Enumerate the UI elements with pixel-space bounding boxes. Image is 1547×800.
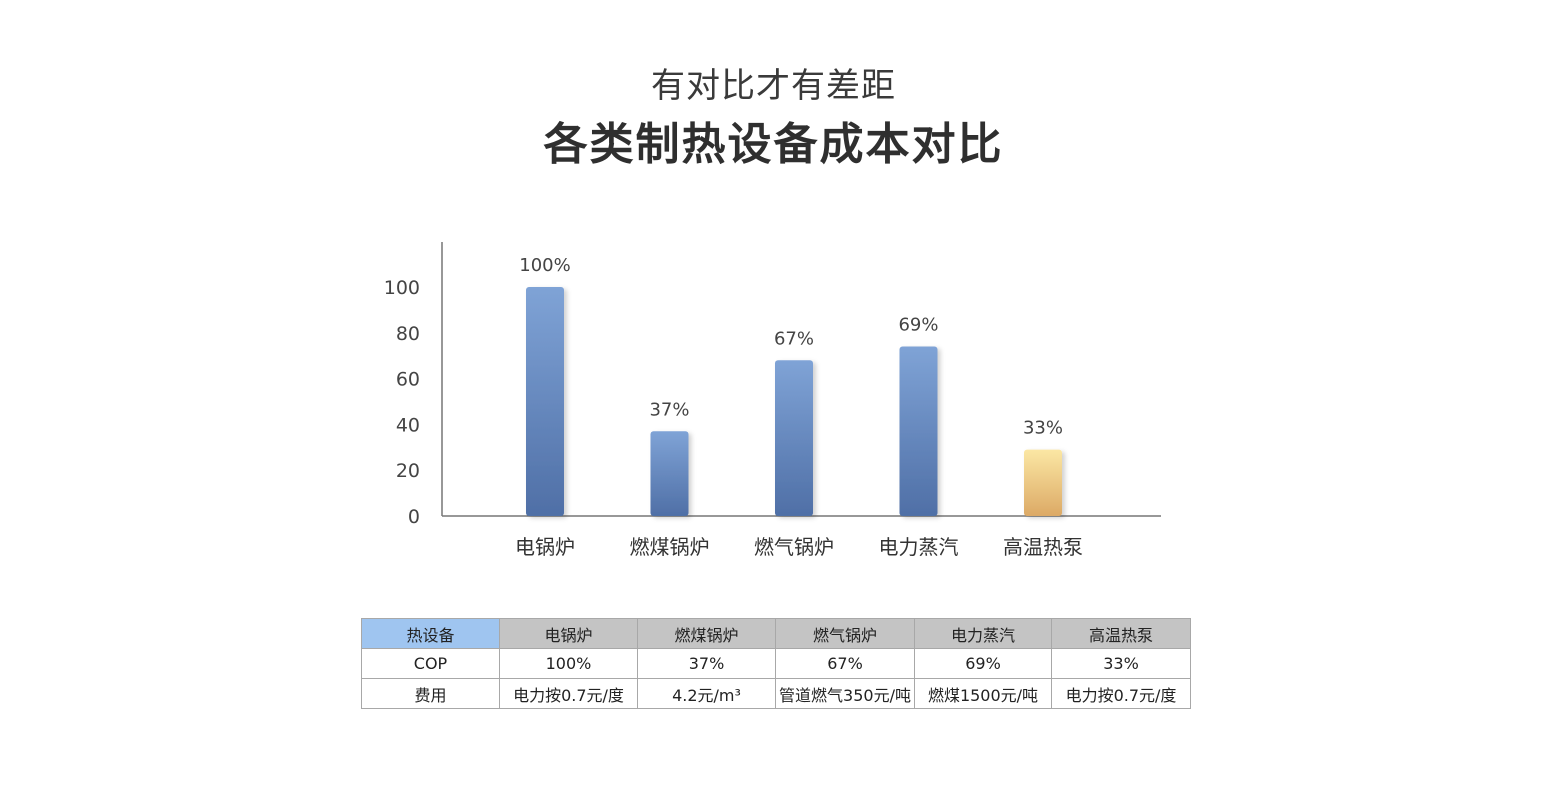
data-label: 69% [898, 315, 938, 336]
page-title: 各类制热设备成本对比 [543, 119, 1004, 170]
y-tick-label: 80 [396, 323, 420, 345]
table-row: COP 100% 37% 67% 69% 33% [361, 648, 1191, 679]
bar [775, 360, 813, 516]
table-header-cell: 电锅炉 [499, 618, 638, 649]
bar [526, 287, 564, 516]
table-row: 费用 电力按0.7元/度 4.2元/m³ 管道燃气350元/吨 燃煤1500元/… [361, 678, 1191, 709]
y-tick-label: 0 [408, 506, 420, 528]
data-label: 100% [519, 255, 570, 276]
table-cell: 67% [775, 648, 915, 679]
cost-bar-chart: 0 20 40 60 80 100 100% 电锅炉 37% 燃煤锅炉 67% 燃气锅炉 69% 电力蒸… [384, 242, 1161, 559]
x-tick-label: 燃气锅炉 [754, 535, 834, 559]
data-label: 67% [774, 328, 814, 349]
table-cell: 管道燃气350元/吨 [775, 678, 915, 709]
table-cell: COP [361, 648, 500, 679]
table-cell: 33% [1051, 648, 1191, 679]
table-cell: 电力按0.7元/度 [499, 678, 638, 709]
x-tick-label: 燃煤锅炉 [630, 535, 710, 559]
y-tick-label: 100 [384, 277, 420, 299]
table-cell: 电力按0.7元/度 [1051, 678, 1191, 709]
table-header-cell: 热设备 [361, 618, 500, 649]
table-cell: 费用 [361, 678, 500, 709]
bar [899, 346, 938, 516]
y-tick-label: 60 [396, 369, 420, 391]
table-cell: 69% [914, 648, 1052, 679]
bar [650, 431, 689, 516]
table-cell: 37% [637, 648, 776, 679]
x-tick-label: 高温热泵 [1003, 535, 1083, 559]
y-tick-label: 20 [396, 460, 420, 482]
table-header-row: 热设备 电锅炉 燃煤锅炉 燃气锅炉 电力蒸汽 高温热泵 [361, 618, 1191, 649]
table-header-cell: 高温热泵 [1051, 618, 1191, 649]
data-label: 33% [1023, 418, 1063, 439]
cost-comparison-table: 热设备 电锅炉 燃煤锅炉 燃气锅炉 电力蒸汽 高温热泵 COP 100% 37%… [361, 618, 1191, 709]
table-header-cell: 电力蒸汽 [914, 618, 1052, 649]
bar [1024, 449, 1062, 516]
table-cell: 燃煤1500元/吨 [914, 678, 1052, 709]
table-cell: 4.2元/m³ [637, 678, 776, 709]
data-label: 37% [649, 399, 689, 420]
table-header-cell: 燃气锅炉 [775, 618, 915, 649]
x-tick-label: 电力蒸汽 [879, 535, 959, 559]
table-header-cell: 燃煤锅炉 [637, 618, 776, 649]
table-cell: 100% [499, 648, 638, 679]
y-tick-label: 40 [396, 414, 420, 436]
x-tick-label: 电锅炉 [515, 535, 575, 559]
page-subtitle: 有对比才有差距 [651, 66, 896, 106]
